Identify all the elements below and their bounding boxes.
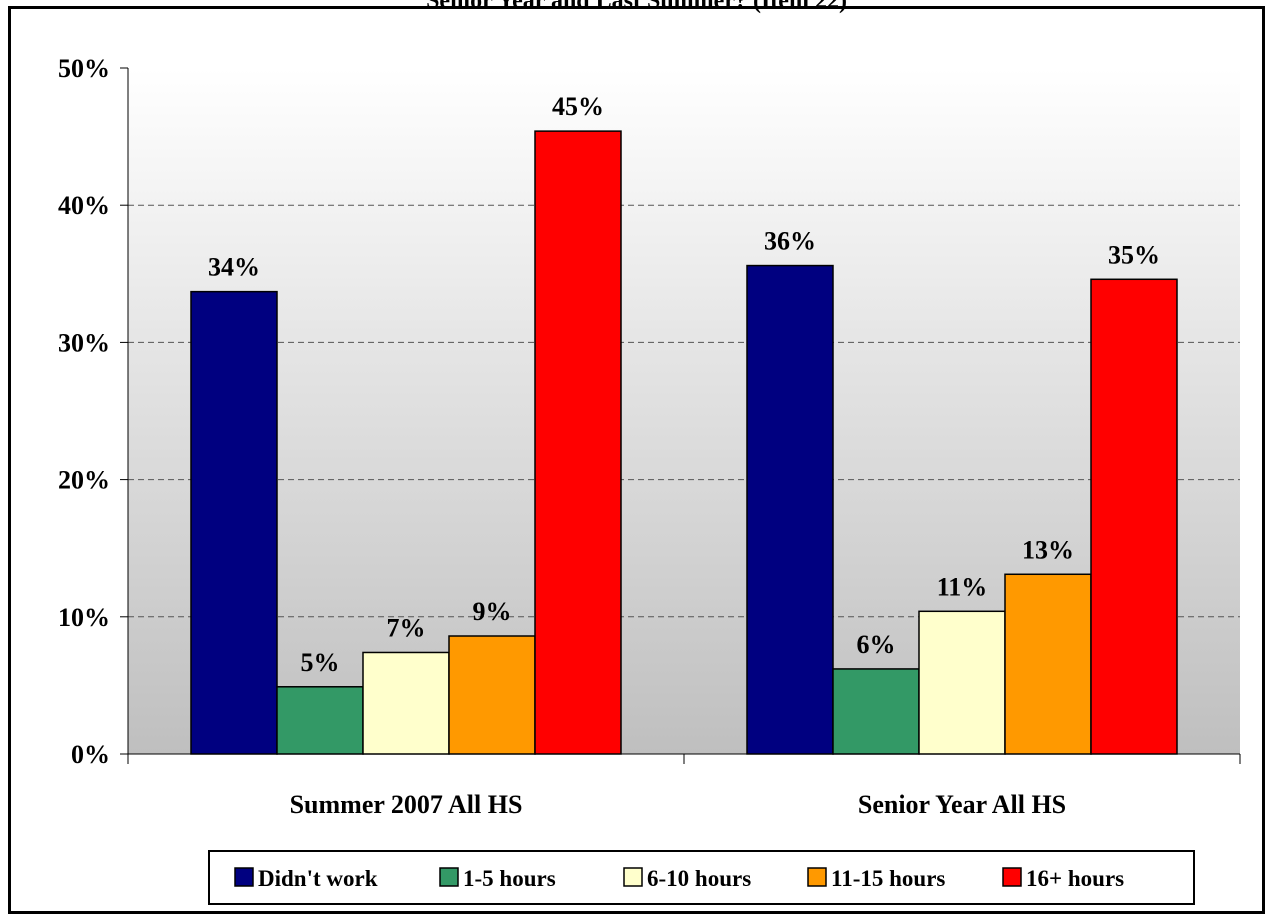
legend-label: 11-15 hours bbox=[831, 866, 945, 891]
y-tick-label: 30% bbox=[58, 328, 110, 357]
y-tick-label: 20% bbox=[58, 466, 110, 495]
bar bbox=[832, 668, 920, 755]
legend-swatch bbox=[807, 867, 827, 887]
legend-box bbox=[208, 850, 1195, 905]
data-label: 35% bbox=[1108, 240, 1160, 269]
data-label: 9% bbox=[473, 597, 512, 626]
data-labels: 34% 5% 7% 9% 45% 36% 6% 11% 13% 35% bbox=[208, 92, 1160, 677]
bar bbox=[746, 264, 834, 755]
category-labels: Summer 2007 All HS Senior Year All HS bbox=[290, 790, 1067, 819]
legend-swatch bbox=[439, 867, 459, 887]
legend-label: 16+ hours bbox=[1026, 866, 1124, 891]
y-tick-label: 40% bbox=[58, 191, 110, 220]
data-label: 36% bbox=[764, 227, 816, 256]
bars bbox=[190, 130, 1178, 755]
legend-swatch bbox=[1002, 867, 1022, 887]
legend-label: Didn't work bbox=[258, 866, 378, 891]
data-label: 6% bbox=[857, 630, 896, 659]
bar bbox=[1090, 278, 1178, 755]
category-label: Summer 2007 All HS bbox=[290, 790, 523, 819]
y-tick-label: 10% bbox=[58, 603, 110, 632]
legend-swatch bbox=[234, 867, 254, 887]
bar bbox=[362, 651, 450, 755]
bar bbox=[448, 635, 536, 755]
axes: 0% 10% 20% 30% 40% 50% bbox=[58, 54, 1241, 769]
legend: Didn't work 1-5 hours 6-10 hours 11-15 hour… bbox=[208, 850, 1195, 905]
y-tick-label: 0% bbox=[71, 740, 110, 769]
bar bbox=[276, 686, 364, 755]
data-label: 34% bbox=[208, 253, 260, 282]
data-label: 5% bbox=[301, 648, 340, 677]
legend-label: 1-5 hours bbox=[463, 866, 556, 891]
data-label: 13% bbox=[1022, 535, 1074, 564]
y-tick-label: 50% bbox=[58, 54, 110, 83]
bar bbox=[190, 290, 278, 755]
bar bbox=[918, 610, 1006, 755]
gridlines bbox=[128, 204, 1240, 618]
bar bbox=[534, 130, 622, 755]
data-label: 11% bbox=[937, 572, 988, 601]
category-label: Senior Year All HS bbox=[858, 790, 1066, 819]
legend-label: 6-10 hours bbox=[647, 866, 751, 891]
data-label: 45% bbox=[552, 92, 604, 121]
bar bbox=[1004, 573, 1092, 755]
data-label: 7% bbox=[387, 613, 426, 642]
legend-swatch bbox=[623, 867, 643, 887]
chart-frame bbox=[8, 6, 1265, 914]
